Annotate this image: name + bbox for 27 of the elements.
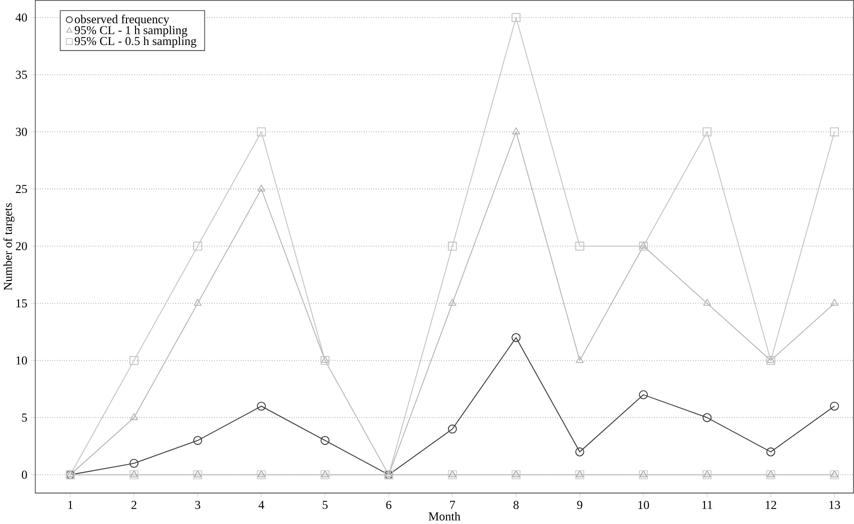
x-tick-label: 3 bbox=[195, 500, 200, 510]
y-tick-label: 0 bbox=[22, 470, 27, 479]
y-tick-label: 10 bbox=[16, 356, 27, 365]
legend-label: 95% CL - 1 h sampling bbox=[74, 26, 188, 37]
y-tick-label: 20 bbox=[16, 242, 27, 250]
y-tick-label: 30 bbox=[16, 128, 27, 136]
x-tick-label: 2 bbox=[132, 500, 136, 510]
x-tick-label: 13 bbox=[829, 500, 840, 510]
y-axis-title: Number of targets bbox=[3, 203, 14, 290]
x-axis-title: Month bbox=[428, 512, 460, 521]
x-tick-label: 6 bbox=[386, 500, 392, 510]
x-tick-label: 1 bbox=[68, 501, 73, 509]
x-tick-label: 8 bbox=[514, 500, 519, 510]
x-tick-label: 5 bbox=[322, 501, 328, 510]
legend-label: observed frequency bbox=[74, 14, 170, 26]
x-tick-label: 9 bbox=[577, 500, 582, 510]
x-tick-label: 4 bbox=[258, 500, 264, 509]
x-tick-label: 7 bbox=[450, 501, 456, 509]
y-tick-label: 5 bbox=[22, 414, 27, 422]
x-tick-label: 10 bbox=[638, 500, 649, 510]
y-tick-label: 15 bbox=[16, 299, 27, 308]
x-tick-label: 11 bbox=[702, 501, 712, 509]
x-tick-label: 12 bbox=[766, 500, 776, 510]
y-tick-label: 25 bbox=[16, 185, 27, 194]
legend-label: 95% CL - 0.5 h sampling bbox=[74, 36, 196, 48]
y-tick-label: 40 bbox=[16, 14, 27, 22]
y-tick-label: 35 bbox=[16, 70, 27, 79]
